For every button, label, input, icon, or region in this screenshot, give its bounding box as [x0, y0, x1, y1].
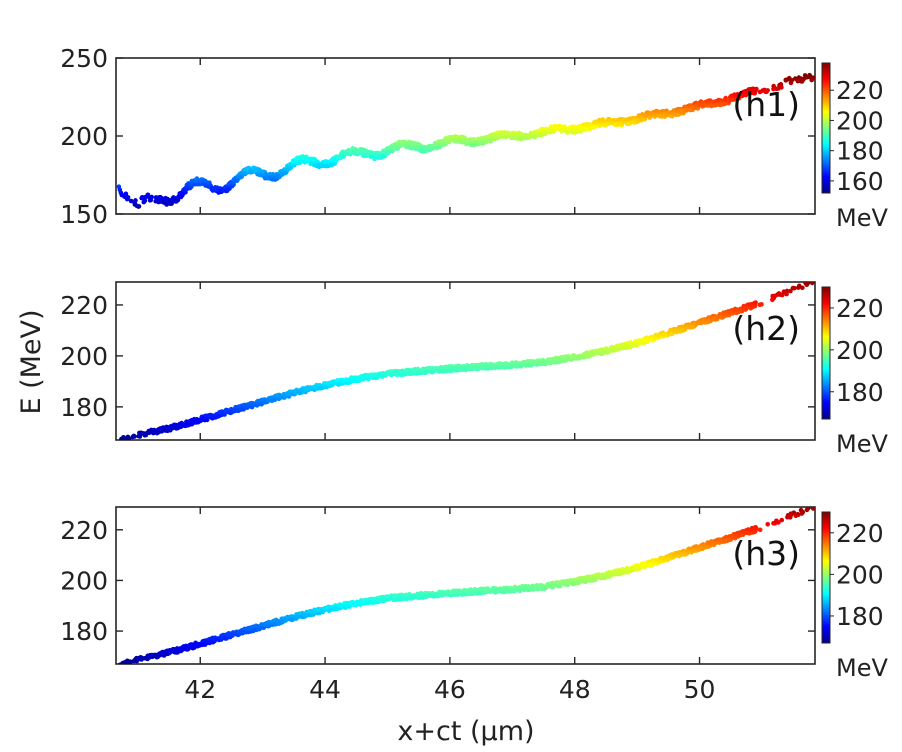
- data-point: [128, 198, 134, 204]
- y-tick-label: 200: [60, 566, 108, 595]
- data-point: [805, 282, 811, 285]
- data-point: [752, 303, 758, 309]
- data-point: [784, 288, 790, 294]
- data-point: [753, 300, 758, 305]
- panel-3: 180 200 220 42 44 46 48 50 (h3) 180 200 220 MeV: [60, 506, 888, 704]
- colorbar-tick-label: 160: [836, 167, 884, 196]
- data-point: [765, 522, 771, 527]
- scatter-points: [116, 72, 815, 209]
- data-point: [812, 507, 815, 509]
- colorbar: [821, 286, 831, 420]
- data-point: [133, 198, 138, 203]
- panel-2: 180 200 220 (h2) 180 200 220 MeV: [60, 281, 888, 458]
- data-point: [800, 285, 805, 291]
- colorbar-tick-label: 220: [836, 76, 884, 105]
- data-point: [765, 88, 770, 93]
- data-point: [136, 204, 142, 209]
- colorbar: [821, 511, 831, 644]
- y-tick-label: 180: [60, 617, 108, 646]
- scatter-points: [119, 282, 815, 440]
- data-point: [789, 77, 795, 83]
- y-tick-label: 150: [60, 200, 108, 229]
- x-tick-label: 44: [309, 675, 341, 704]
- colorbar-unit-label: MeV: [836, 430, 888, 458]
- colorbar-tick-label: 220: [836, 294, 884, 323]
- y-tick-label: 180: [60, 393, 108, 422]
- data-point: [754, 526, 759, 532]
- data-point: [771, 83, 776, 89]
- data-point: [792, 285, 797, 291]
- colorbar-tick-label: 200: [836, 106, 884, 135]
- data-point: [142, 198, 148, 203]
- colorbar: [821, 62, 831, 194]
- colorbar-tick-label: 180: [836, 378, 884, 407]
- colorbar-tick-label: 180: [836, 137, 884, 166]
- data-point: [779, 85, 784, 90]
- data-point: [169, 200, 175, 205]
- data-point: [808, 74, 813, 79]
- x-tick-label: 48: [559, 675, 591, 704]
- x-tick-label: 46: [434, 675, 466, 704]
- y-tick-label: 220: [60, 516, 108, 545]
- data-point: [776, 520, 781, 525]
- data-point: [128, 660, 133, 664]
- y-tick-label: 200: [60, 122, 108, 151]
- data-point: [779, 517, 785, 523]
- colorbar-unit-label: MeV: [836, 204, 888, 232]
- y-tick-label: 220: [60, 291, 108, 320]
- x-tick-label: 50: [684, 675, 716, 704]
- colorbar-tick-label: 220: [836, 519, 884, 548]
- panel-tag: (h3): [732, 534, 800, 573]
- y-axis-label: E (MeV): [16, 309, 47, 414]
- data-point: [757, 527, 763, 533]
- colorbar-unit-label: MeV: [836, 654, 888, 682]
- scatter-points: [117, 507, 815, 664]
- panel-tag: (h1): [732, 85, 800, 124]
- data-point: [759, 302, 764, 307]
- x-tick-label: 42: [184, 675, 216, 704]
- data-point: [796, 512, 801, 518]
- data-point: [123, 191, 129, 197]
- data-point: [126, 436, 132, 440]
- data-point: [132, 434, 137, 439]
- data-point: [149, 194, 154, 200]
- data-point: [125, 195, 131, 200]
- y-tick-label: 200: [60, 342, 108, 371]
- colorbar-tick-label: 200: [836, 560, 884, 589]
- data-point: [754, 86, 759, 92]
- data-point: [805, 507, 811, 511]
- data-point: [812, 75, 815, 80]
- panel-tag: (h2): [732, 309, 800, 348]
- y-tick-label: 250: [60, 44, 108, 73]
- data-point: [800, 509, 806, 515]
- colorbar-tick-label: 180: [836, 602, 884, 631]
- x-axis-label: x+ct (μm): [397, 716, 534, 747]
- colorbar-tick-label: 200: [836, 336, 884, 365]
- data-point: [809, 282, 815, 286]
